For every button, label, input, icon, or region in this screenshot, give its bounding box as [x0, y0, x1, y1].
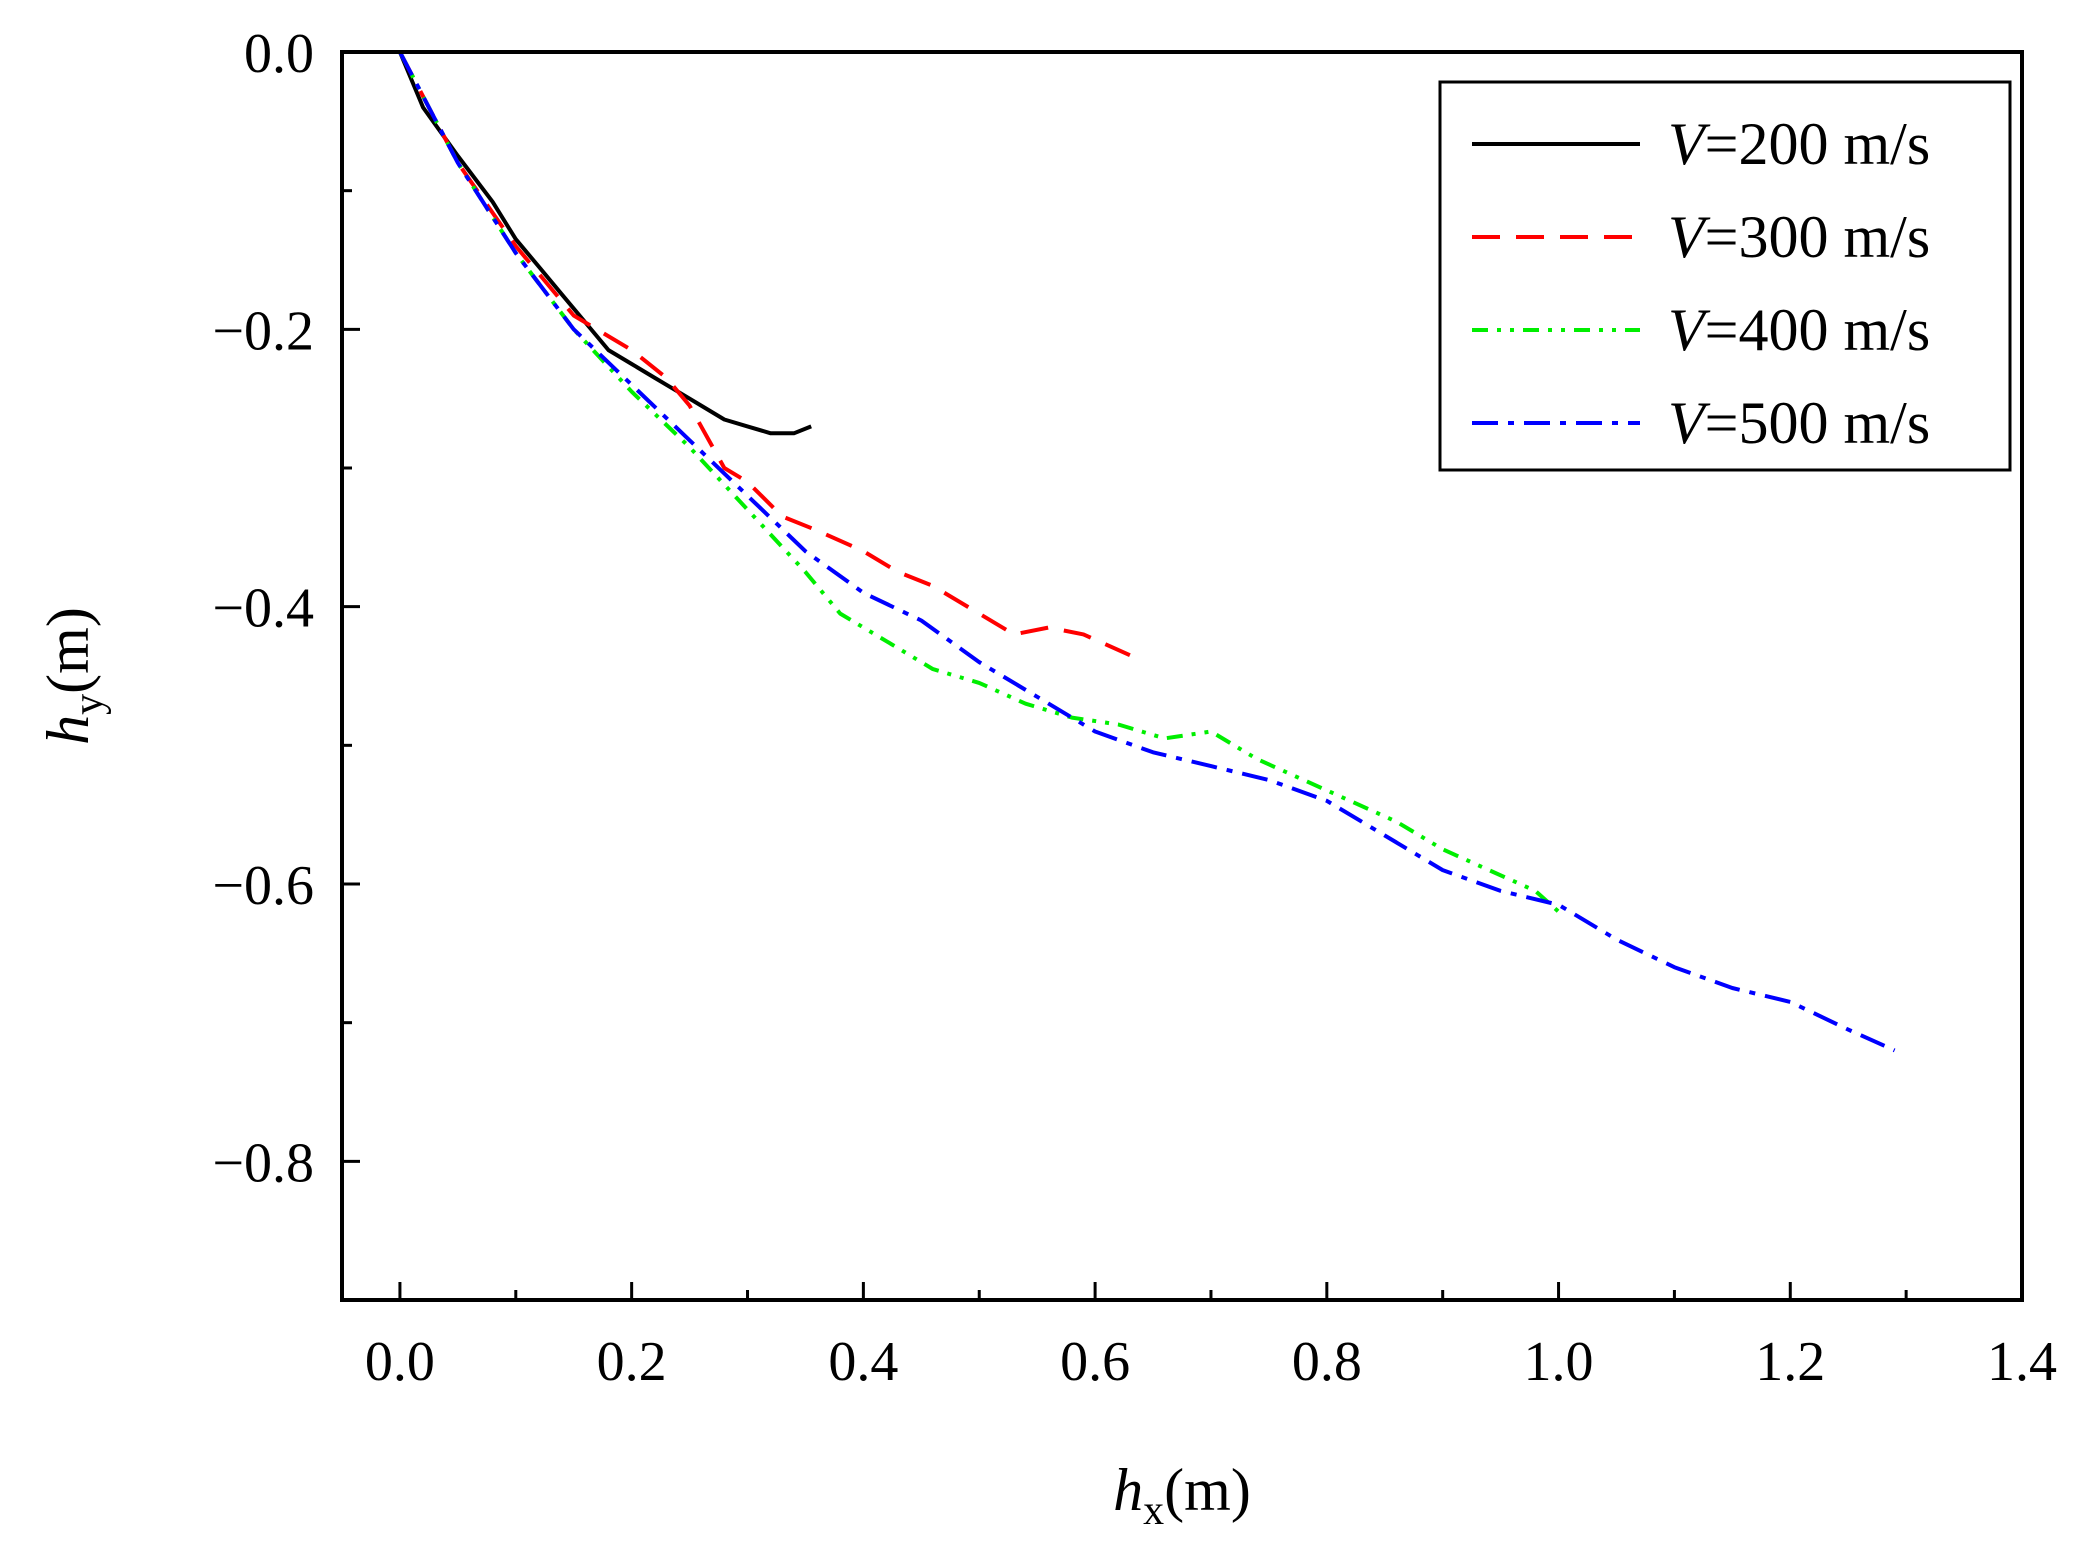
y-axis-title: hy(m): [35, 607, 112, 745]
legend-eq: =500 m/s: [1705, 390, 1931, 456]
legend-var: V: [1668, 204, 1711, 270]
x-axis-unit: (m): [1164, 1457, 1251, 1523]
y-tick-label: −0.4: [212, 578, 314, 640]
legend-label: V=200 m/s: [1668, 111, 1930, 177]
series-line-3: [398, 51, 1560, 914]
labels-layer: 0.0 0.2 0.4 0.6 0.8 1.0 1.2 1.4 0.0 −0.2 −0.4 −0.6 −…: [212, 23, 2057, 1393]
legend-eq: =400 m/s: [1705, 297, 1931, 363]
x-tick-label: 1.0: [1524, 1331, 1594, 1393]
legend-item: V=500 m/s: [1472, 390, 1930, 456]
y-tick-label: −0.2: [212, 300, 314, 362]
legend-eq: =200 m/s: [1705, 111, 1931, 177]
x-tick-label: 0.4: [828, 1331, 898, 1393]
y-tick-label: −0.6: [212, 855, 314, 917]
legend-item: V=200 m/s: [1472, 111, 1930, 177]
legend-var: V: [1668, 297, 1711, 363]
x-tick-label: 0.2: [597, 1331, 667, 1393]
x-tick-label: 0.6: [1060, 1331, 1130, 1393]
legend-item: V=400 m/s: [1472, 297, 1930, 363]
legend-label: V=500 m/s: [1668, 390, 1930, 456]
legend-label: V=300 m/s: [1668, 204, 1930, 270]
legend: V=200 m/sV=300 m/sV=400 m/sV=500 m/s: [1438, 80, 2012, 472]
ticks-layer: [342, 50, 2024, 1302]
legend-eq: =300 m/s: [1705, 204, 1931, 270]
series-line-1: [398, 51, 812, 436]
y-tick-label: −0.8: [212, 1132, 314, 1194]
y-axis-sub: y: [66, 694, 112, 715]
x-tick-label: 0.8: [1292, 1331, 1362, 1393]
series-line-4: [398, 51, 1896, 1053]
legend-label: V=400 m/s: [1668, 297, 1930, 363]
series-layer: [398, 51, 1896, 1053]
legend-box: [1438, 80, 2012, 472]
x-axis-title: hx(m): [1113, 1457, 1251, 1534]
x-axis-sub: x: [1143, 1488, 1164, 1534]
plot-frame: [340, 50, 2024, 1302]
x-tick-label: 0.0: [365, 1331, 435, 1393]
x-tick-label: 1.4: [1987, 1331, 2057, 1393]
legend-var: V: [1668, 111, 1711, 177]
x-axis-var: h: [1113, 1457, 1143, 1523]
series-line-2: [398, 51, 1131, 658]
legend-item: V=300 m/s: [1472, 204, 1930, 270]
legend-items: V=200 m/sV=300 m/sV=400 m/sV=500 m/s: [1472, 111, 1930, 456]
x-tick-label: 1.2: [1755, 1331, 1825, 1393]
y-axis-unit: (m): [35, 607, 101, 694]
legend-var: V: [1668, 390, 1711, 456]
y-tick-label: 0.0: [244, 23, 314, 85]
y-axis-var: h: [35, 715, 101, 745]
